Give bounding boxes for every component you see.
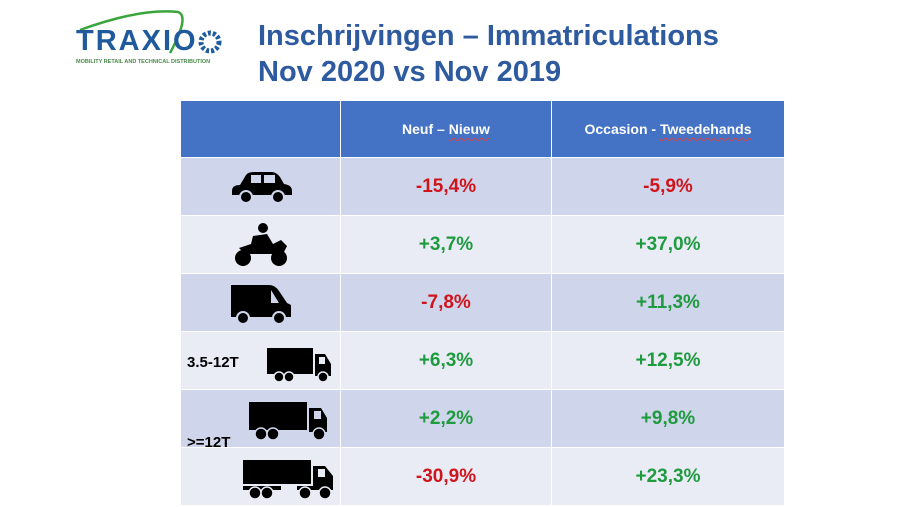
registrations-table: Neuf – Nieuw Occasion - Tweedehands -15,… — [180, 100, 785, 506]
new-value: +2,2% — [340, 389, 552, 448]
header-new-nl: Nieuw — [448, 121, 490, 137]
page-title: Inschrijvingen – Immatriculations Nov 20… — [258, 18, 719, 90]
used-value: +23,3% — [551, 447, 785, 506]
header-new-fr: Neuf – — [402, 121, 449, 137]
icon-cell — [180, 273, 341, 332]
van-icon — [230, 284, 291, 325]
new-value: +6,3% — [340, 331, 552, 390]
weight-label-light: 3.5-12T — [187, 354, 239, 371]
icon-cell — [180, 389, 341, 448]
table-row: 3.5-12T +6,3% +12,5% — [180, 331, 785, 390]
icon-cell — [180, 157, 341, 216]
new-value: +3,7% — [340, 215, 552, 274]
used-value: +11,3% — [551, 273, 785, 332]
used-value: +9,8% — [551, 389, 785, 448]
new-value: -15,4% — [340, 157, 552, 216]
used-value: +37,0% — [551, 215, 785, 274]
header-row: Neuf – Nieuw Occasion - Tweedehands — [180, 100, 785, 158]
header-empty — [180, 100, 341, 158]
weight-label-heavy: >=12T — [187, 434, 231, 451]
header-used-nl: Tweedehands — [659, 121, 752, 137]
icon-cell: 3.5-12T — [180, 331, 341, 390]
logo-swoosh-icon — [79, 10, 222, 54]
table-row: +3,7% +37,0% — [180, 215, 785, 274]
new-value: -30,9% — [340, 447, 552, 506]
logo-tagline: MOBILITY RETAIL AND TECHNICAL DISTRIBUTI… — [76, 59, 211, 65]
new-value: -7,8% — [340, 273, 552, 332]
heavy-truck-icon — [249, 402, 327, 441]
logo-text: TRAXIO — [76, 25, 198, 57]
header-new: Neuf – Nieuw — [340, 100, 552, 158]
used-value: -5,9% — [551, 157, 785, 216]
header-used-fr: Occasion - — [584, 121, 660, 137]
icon-cell: >=12T — [180, 434, 341, 506]
traxio-logo: TRAXIO MOBILITY RETAIL AND TECHNICAL DIS… — [70, 8, 230, 68]
title-line-2: Nov 2020 vs Nov 2019 — [258, 56, 562, 88]
motorcycle-icon — [234, 222, 287, 266]
table-row: -15,4% -5,9% — [180, 157, 785, 216]
table-row: +2,2% +9,8% — [180, 389, 785, 448]
table-row: -7,8% +11,3% — [180, 273, 785, 332]
tractor-trailer-icon — [243, 460, 333, 500]
table-row: >=12T -30,9% +23,3% — [180, 434, 785, 506]
title-line-1: Inschrijvingen – Immatriculations — [258, 20, 719, 52]
car-icon — [231, 171, 292, 204]
used-value: +12,5% — [551, 331, 785, 390]
light-truck-icon — [267, 348, 331, 382]
icon-cell — [180, 215, 341, 274]
header-used: Occasion - Tweedehands — [551, 100, 785, 158]
